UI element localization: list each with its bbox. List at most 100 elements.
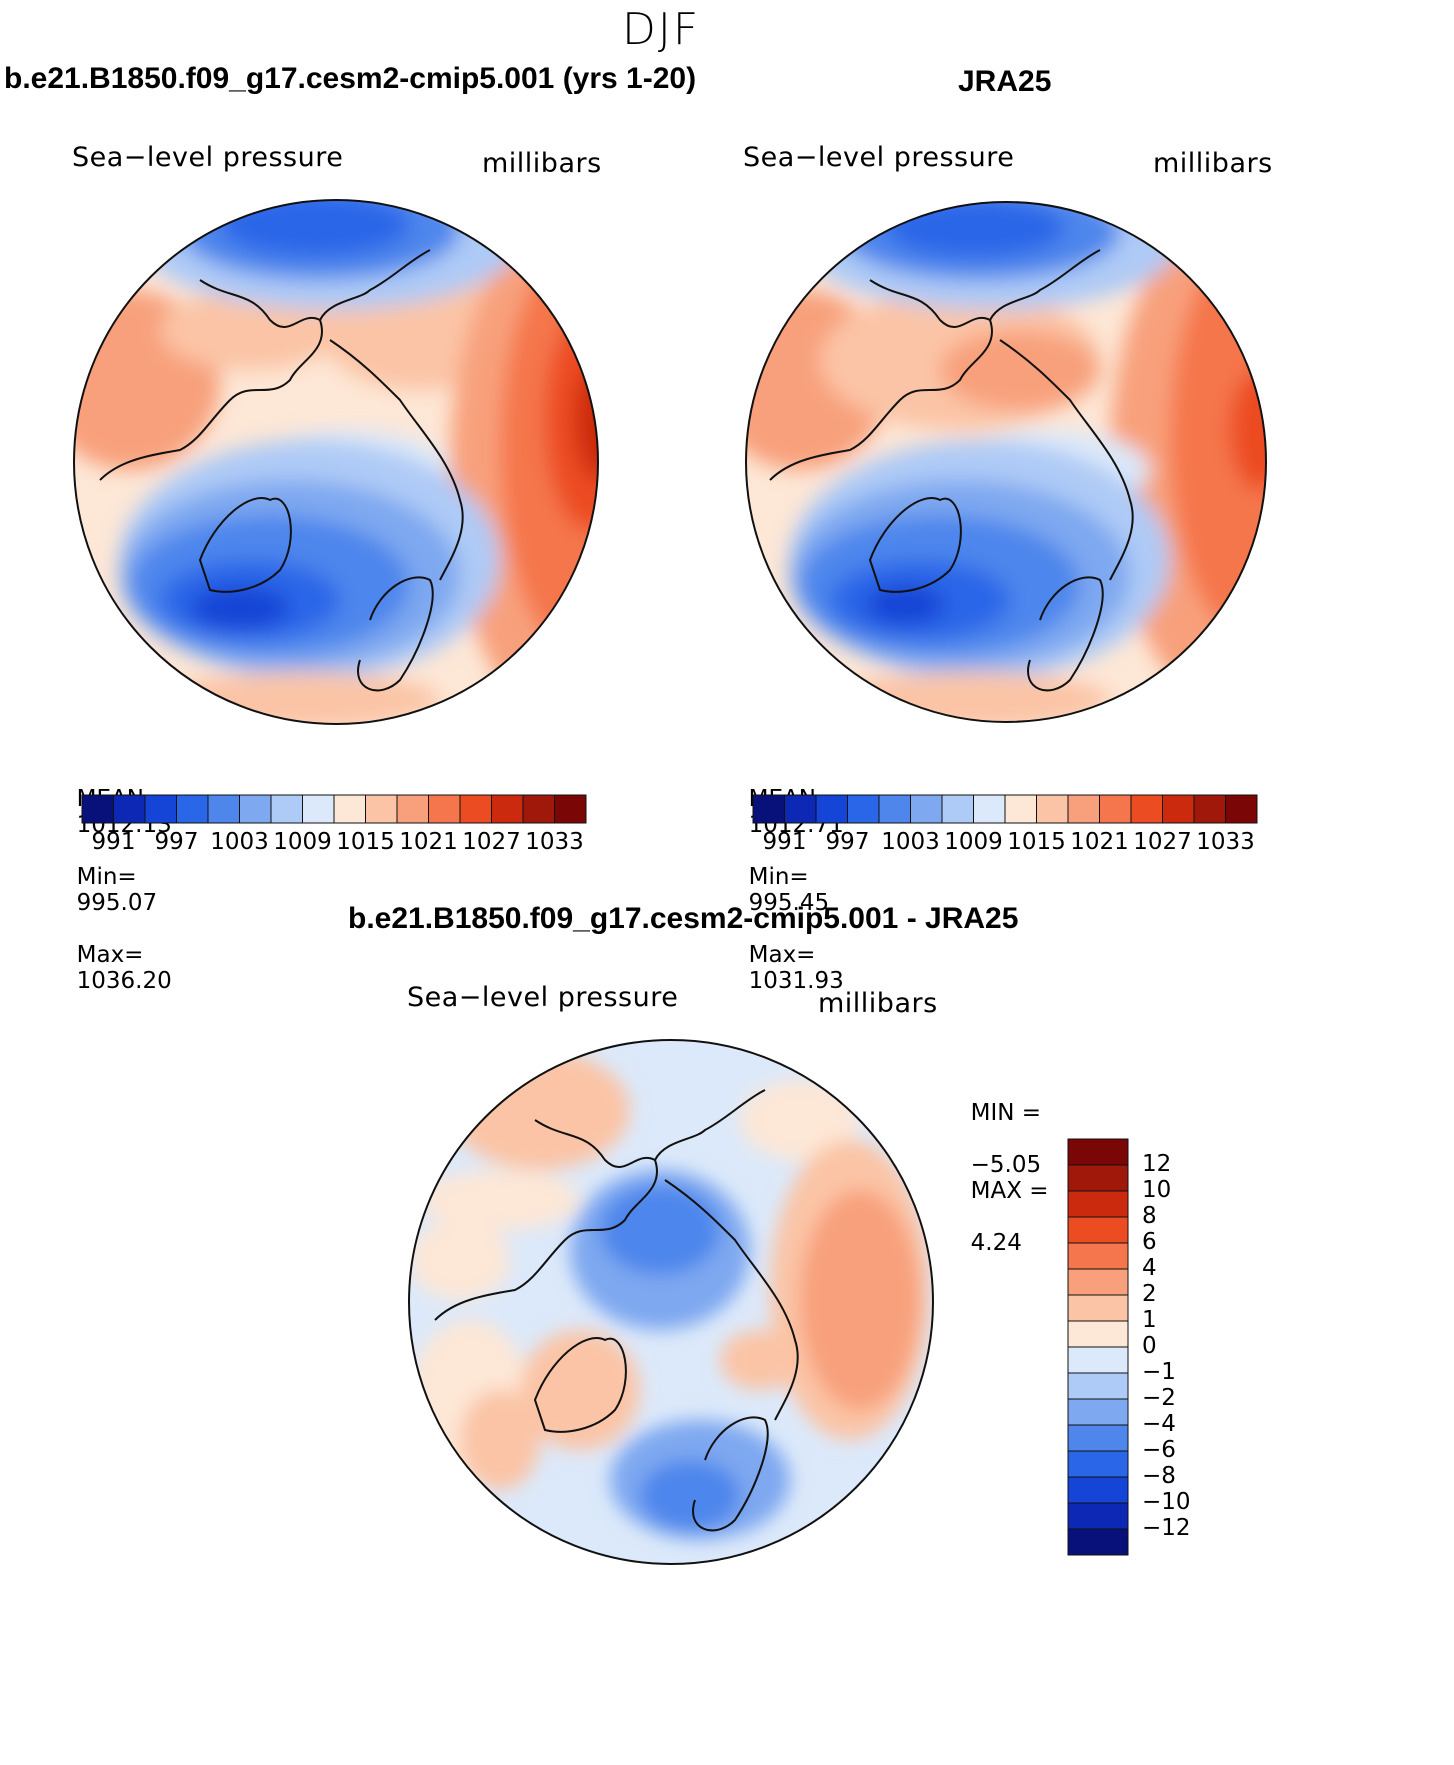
colorbar-swatch bbox=[1067, 1294, 1129, 1322]
colorbar-swatch bbox=[428, 794, 461, 824]
colorbar-tick-label: 0 bbox=[1142, 1333, 1157, 1359]
colorbar-tick-label: 1003 bbox=[881, 829, 940, 855]
colorbar-swatch bbox=[1099, 794, 1132, 824]
colorbar-swatch bbox=[784, 794, 817, 824]
colorbar-tick-label: 991 bbox=[91, 829, 136, 855]
colorbar-tick-label: −2 bbox=[1142, 1385, 1176, 1411]
colorbar-tick-label: −1 bbox=[1142, 1359, 1176, 1385]
colorbar-swatch bbox=[1067, 1398, 1129, 1426]
obs-min-label: Min= bbox=[748, 864, 809, 890]
colorbar-swatch bbox=[1067, 1138, 1129, 1166]
obs-max-label: Max= bbox=[748, 942, 816, 968]
model-panel-title: b.e21.B1850.f09_g17.cesm2-cmip5.001 (yrs… bbox=[4, 62, 697, 95]
colorbar-swatch bbox=[910, 794, 943, 824]
colorbar-swatch bbox=[1067, 1164, 1129, 1192]
colorbar-swatch bbox=[1067, 1450, 1129, 1478]
obs-variable-label: Sea−level pressure bbox=[743, 142, 1015, 173]
obs-colorbar bbox=[752, 794, 1258, 824]
colorbar-tick-label: 1003 bbox=[210, 829, 269, 855]
colorbar-tick-label: 4 bbox=[1142, 1255, 1157, 1281]
obs-min-value: 995.45 bbox=[748, 890, 830, 916]
colorbar-swatch bbox=[1067, 1528, 1129, 1556]
colorbar-tick-label: −10 bbox=[1142, 1489, 1191, 1515]
colorbar-swatch bbox=[752, 794, 785, 824]
colorbar-swatch bbox=[1067, 1242, 1129, 1270]
diff-colorbar bbox=[1067, 1138, 1129, 1556]
colorbar-swatch bbox=[1067, 1476, 1129, 1504]
colorbar-tick-label: 991 bbox=[762, 829, 807, 855]
diff-stats: MIN = −5.05 MAX = 4.24 bbox=[956, 1074, 1049, 1256]
colorbar-swatch bbox=[207, 794, 240, 824]
colorbar-swatch bbox=[878, 794, 911, 824]
colorbar-tick-label: 2 bbox=[1142, 1281, 1157, 1307]
colorbar-swatch bbox=[941, 794, 974, 824]
colorbar-tick-label: 1015 bbox=[336, 829, 395, 855]
colorbar-tick-label: 1021 bbox=[399, 829, 458, 855]
colorbar-tick-label: 1027 bbox=[1133, 829, 1192, 855]
colorbar-tick-label: 1033 bbox=[525, 829, 584, 855]
model-min-value: 995.07 bbox=[76, 890, 158, 916]
obs-units-label: millibars bbox=[1153, 148, 1273, 179]
colorbar-swatch bbox=[270, 794, 303, 824]
colorbar-swatch bbox=[554, 794, 587, 824]
colorbar-swatch bbox=[1193, 794, 1226, 824]
diff-max-value: 4.24 bbox=[970, 1230, 1022, 1256]
colorbar-tick-label: 1 bbox=[1142, 1307, 1157, 1333]
colorbar-swatch bbox=[1067, 1346, 1129, 1374]
colorbar-swatch bbox=[1067, 794, 1100, 824]
colorbar-tick-label: −6 bbox=[1142, 1437, 1176, 1463]
colorbar-swatch bbox=[1225, 794, 1258, 824]
diff-min-label: MIN = bbox=[970, 1100, 1042, 1126]
colorbar-tick-label: −4 bbox=[1142, 1411, 1176, 1437]
colorbar-tick-label: 1021 bbox=[1070, 829, 1129, 855]
colorbar-swatch bbox=[1130, 794, 1163, 824]
colorbar-swatch bbox=[176, 794, 209, 824]
diff-max-label: MAX = bbox=[970, 1178, 1049, 1204]
colorbar-swatch bbox=[815, 794, 848, 824]
model-min-label: Min= bbox=[76, 864, 137, 890]
obs-panel-title: JRA25 bbox=[958, 65, 1052, 98]
colorbar-swatch bbox=[1067, 1190, 1129, 1218]
colorbar-swatch bbox=[1067, 1320, 1129, 1348]
obs-max-value: 1031.93 bbox=[748, 968, 844, 994]
colorbar-swatch bbox=[1067, 1502, 1129, 1530]
colorbar-swatch bbox=[1004, 794, 1037, 824]
colorbar-tick-label: −8 bbox=[1142, 1463, 1176, 1489]
colorbar-swatch bbox=[1036, 794, 1069, 824]
model-units-label: millibars bbox=[482, 148, 602, 179]
colorbar-tick-label: 1009 bbox=[944, 829, 1003, 855]
model-max-value: 1036.20 bbox=[76, 968, 172, 994]
colorbar-swatch bbox=[522, 794, 555, 824]
model-max-label: Max= bbox=[76, 942, 144, 968]
colorbar-swatch bbox=[459, 794, 492, 824]
model-variable-label: Sea−level pressure bbox=[72, 142, 344, 173]
colorbar-tick-label: −12 bbox=[1142, 1515, 1191, 1541]
colorbar-swatch bbox=[81, 794, 114, 824]
colorbar-tick-label: 6 bbox=[1142, 1229, 1157, 1255]
colorbar-swatch bbox=[847, 794, 880, 824]
colorbar-tick-label: 12 bbox=[1142, 1151, 1172, 1177]
colorbar-tick-label: 10 bbox=[1142, 1177, 1172, 1203]
diff-units-label: millibars bbox=[818, 988, 938, 1019]
colorbar-swatch bbox=[239, 794, 272, 824]
diff-panel-title: b.e21.B1850.f09_g17.cesm2-cmip5.001 - JR… bbox=[348, 902, 1019, 935]
colorbar-tick-label: 8 bbox=[1142, 1203, 1157, 1229]
colorbar-tick-label: 1027 bbox=[462, 829, 521, 855]
diff-min-value: −5.05 bbox=[970, 1152, 1042, 1178]
season-title: DJF bbox=[622, 4, 701, 55]
colorbar-tick-label: 1009 bbox=[273, 829, 332, 855]
colorbar-swatch bbox=[973, 794, 1006, 824]
colorbar-swatch bbox=[365, 794, 398, 824]
colorbar-tick-label: 1015 bbox=[1007, 829, 1066, 855]
colorbar-swatch bbox=[144, 794, 177, 824]
colorbar-tick-label: 997 bbox=[154, 829, 199, 855]
colorbar-swatch bbox=[1067, 1424, 1129, 1452]
colorbar-tick-label: 997 bbox=[825, 829, 870, 855]
colorbar-swatch bbox=[491, 794, 524, 824]
model-colorbar bbox=[81, 794, 587, 824]
colorbar-swatch bbox=[1067, 1216, 1129, 1244]
colorbar-swatch bbox=[1067, 1372, 1129, 1400]
